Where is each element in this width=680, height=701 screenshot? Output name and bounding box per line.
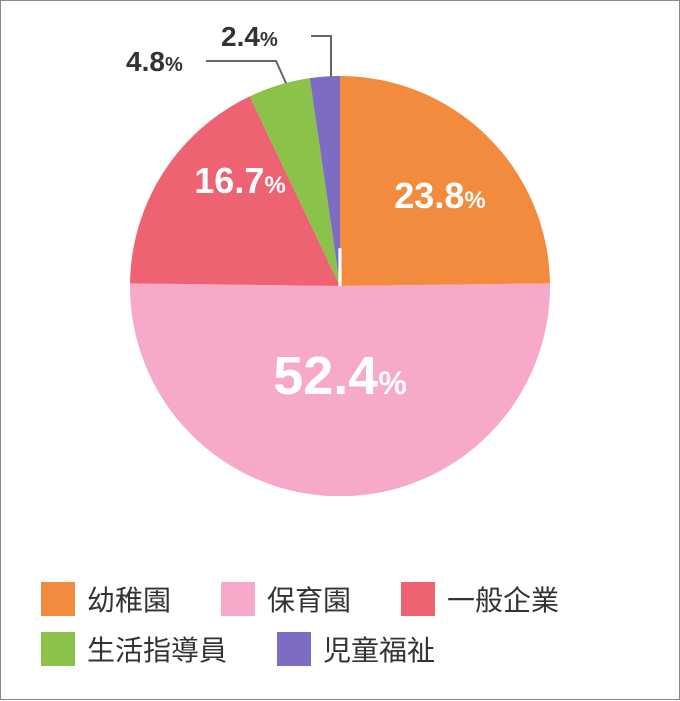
legend-item-0: 幼稚園: [41, 579, 171, 619]
slice-value: 52.4: [273, 346, 378, 406]
legend-item-1: 保育園: [221, 579, 351, 619]
legend-label: 一般企業: [447, 579, 559, 619]
callout-pct: %: [260, 29, 278, 51]
legend-label: 生活指導員: [87, 629, 227, 669]
callout-value: 4.8: [126, 46, 165, 77]
legend-label: 保育園: [267, 579, 351, 619]
legend-label: 児童福祉: [323, 629, 435, 669]
slice-value: 23.8: [394, 175, 464, 216]
slice-label-1: 52.4%: [273, 345, 407, 407]
slice-pct: %: [464, 187, 485, 214]
callout-label-2-4: 2.4%: [221, 21, 278, 53]
legend: 幼稚園 保育園 一般企業 生活指導員 児童福祉: [41, 579, 639, 669]
legend-label: 幼稚園: [87, 579, 171, 619]
legend-swatch: [221, 582, 255, 616]
callout-label-4-8: 4.8%: [126, 46, 183, 78]
legend-swatch: [401, 582, 435, 616]
callout-value: 2.4: [221, 21, 260, 52]
slice-value: 16.7: [194, 160, 264, 201]
legend-swatch: [41, 632, 75, 666]
legend-swatch: [277, 632, 311, 666]
pie-chart: 23.8% 52.4% 16.7%: [130, 76, 550, 496]
slice-pct: %: [264, 172, 285, 199]
slice-label-0: 23.8%: [394, 175, 485, 217]
callout-pct: %: [165, 54, 183, 76]
slice-pct: %: [378, 365, 406, 401]
slice-label-2: 16.7%: [194, 160, 285, 202]
legend-item-4: 児童福祉: [277, 629, 435, 669]
legend-item-3: 生活指導員: [41, 629, 227, 669]
pie-chart-container: 2.4% 4.8% 23.8% 52.4% 16.7%: [0, 0, 680, 700]
legend-item-2: 一般企業: [401, 579, 559, 619]
legend-swatch: [41, 582, 75, 616]
